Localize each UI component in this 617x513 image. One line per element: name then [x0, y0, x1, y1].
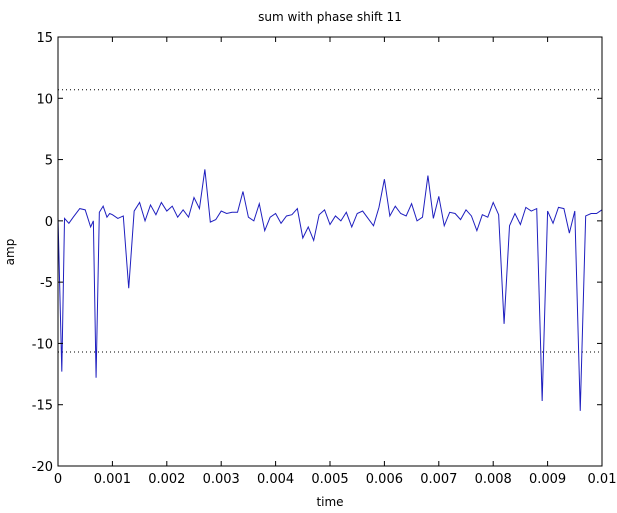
plot-frame: [57, 36, 603, 467]
series-line-0: [57, 169, 603, 411]
y-tick-label: -20: [32, 460, 53, 475]
x-tick-label: 0.001: [94, 472, 131, 487]
x-tick-label: 0.008: [475, 472, 512, 487]
x-tick-label: 0.003: [203, 472, 240, 487]
y-tick-label: -5: [40, 276, 53, 291]
x-tick-label: 0.006: [366, 472, 403, 487]
y-tick-label: -15: [32, 399, 53, 414]
y-tick-label: 10: [36, 92, 53, 107]
x-tick-label: 0.002: [148, 472, 185, 487]
y-tick-label: -10: [32, 337, 53, 352]
x-tick-label: 0: [54, 472, 62, 487]
y-tick-label: 0: [45, 215, 53, 230]
y-axis-label: amp: [3, 239, 17, 266]
tick-layer: 0 0.001 0.002 0.003 0.004 0.005 0.006 0.007 0.00…: [32, 31, 617, 487]
x-tick-label: 0.005: [311, 472, 348, 487]
series-layer: [57, 169, 603, 411]
y-tick-label: 15: [36, 31, 53, 46]
x-tick-label: 0.004: [257, 472, 294, 487]
x-tick-label: 0.009: [529, 472, 566, 487]
x-tick-label: 0.007: [420, 472, 457, 487]
y-tick-label: 5: [45, 154, 53, 169]
x-axis-label: time: [316, 495, 343, 509]
chart-title: sum with phase shift 11: [258, 10, 402, 24]
x-tick-label: 0.01: [588, 472, 617, 487]
reference-lines: [58, 89, 602, 353]
